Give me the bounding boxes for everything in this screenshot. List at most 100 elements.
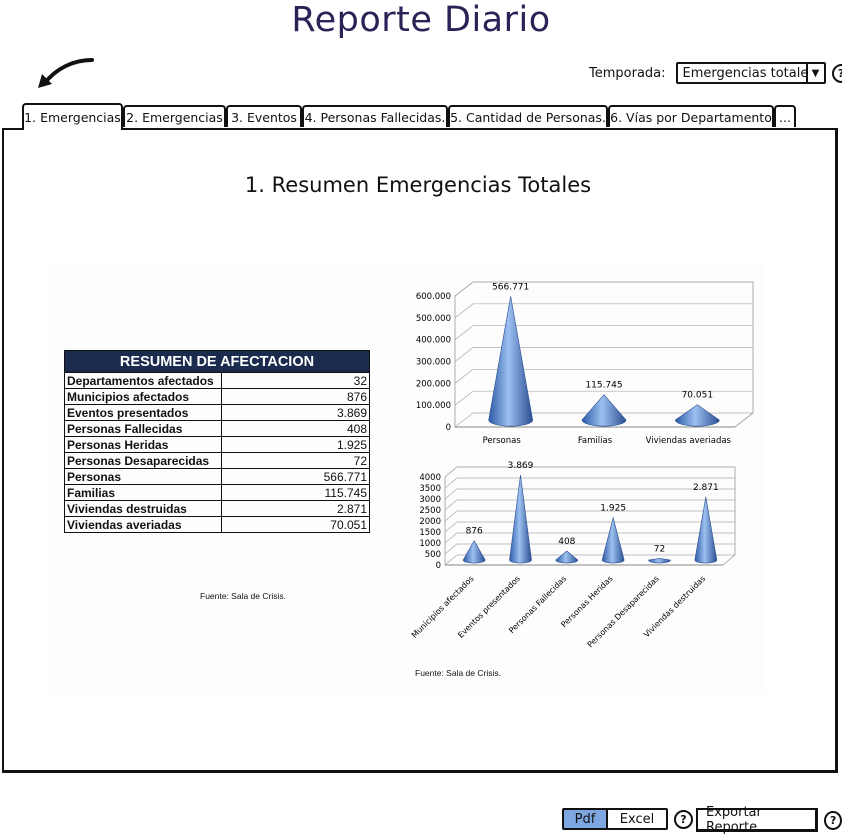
help-icon[interactable]: ? [824,810,842,830]
help-icon[interactable]: ? [831,63,842,83]
row-value: 1.925 [221,436,370,453]
gridline [454,368,753,384]
x-tick-label: Familias [578,436,613,446]
export-report-button[interactable]: Exportar Reporte [696,805,819,835]
tab-emergencias-1[interactable]: 1. Emergencias [22,103,123,130]
gridline [444,554,735,566]
chart-frame [444,466,736,566]
table-row: Personas Fallecidas 408 [64,420,370,437]
cone-mark [694,496,718,564]
row-value: 876 [221,388,370,405]
y-tick-label: 300.000 [416,358,451,368]
row-value: 115.745 [221,484,370,501]
gridline [454,303,753,319]
table-row: Familias 115.745 [64,484,370,501]
gridline [454,281,753,297]
gridline [444,521,735,533]
y-tick-label: 500 [425,550,441,560]
season-filter: Temporada: Emergencias totales ▼ ? [589,62,842,84]
cone-chart-events: 05001000150020002500300035004000876Munic… [410,461,736,649]
row-label: Viviendas destruidas [64,500,222,517]
cone-mark [462,540,486,564]
data-label: 72 [654,544,665,554]
row-value: 70.051 [221,516,370,533]
gridline [444,499,735,511]
table-row: Eventos presentados 3.869 [64,404,370,421]
y-tick-label: 1000 [419,539,441,549]
row-label: Personas [64,468,222,485]
tab-emergencias-2[interactable]: 2. Emergencias [123,105,226,127]
excel-button[interactable]: Excel [619,811,655,827]
cone-mark [488,296,533,427]
y-tick-label: 2000 [419,517,441,527]
tab-more[interactable]: ... [774,105,796,127]
cone-chart-population: 0 100.000 200.000 300.000 400.000 500.000 600.… [416,281,754,446]
gridline [454,412,753,428]
chevron-down-icon[interactable]: ▼ [805,64,824,82]
data-label: 70.051 [682,391,714,401]
y-tick-label: 100.000 [416,401,451,411]
cone-mark [601,516,625,564]
data-label: 408 [558,537,575,547]
season-select[interactable]: Emergencias totales ▼ [675,62,826,84]
row-label: Municipios afectados [64,388,222,405]
season-select-value: Emergencias totales [682,65,806,81]
gridline [444,477,735,489]
y-tick-label: 4000 [419,473,441,483]
table-source-note: Fuente: Sala de Crisis. [200,591,286,601]
cone-mark [675,404,720,427]
tab-cantidad-personas[interactable]: 5. Cantidad de Personas. [448,105,608,127]
cone-mark [509,474,532,564]
table-row: Personas Desaparecidas 72 [64,452,370,469]
y-tick-label: 600.000 [416,292,451,302]
summary-table-header: RESUMEN DE AFECTACION [64,350,370,373]
page-title: Reporte Diario [291,0,551,40]
panel-title: 1. Resumen Emergencias Totales [244,173,592,197]
row-value: 3.869 [221,404,370,421]
cone-mark [648,558,671,564]
y-tick-label: 1500 [419,528,441,538]
format-toggle: Pdf Excel [562,808,668,830]
row-label: Personas Desaparecidas [64,452,222,469]
data-label: 876 [466,527,483,537]
gridline [444,543,735,555]
gridline [444,466,735,478]
y-tick-label: 200.000 [416,379,451,389]
help-icon[interactable]: ? [674,809,693,829]
table-row: Personas Heridas 1.925 [64,436,370,453]
export-group: Exportar Reporte ? [696,805,842,835]
chart-source-note: Fuente: Sala de Crisis. [415,668,501,678]
data-label: 1.925 [600,504,626,514]
row-label: Familias [64,484,222,501]
data-label: 2.871 [693,483,719,493]
x-tick-label: Viviendas averiadas [646,436,732,446]
table-row: Viviendas averiadas 70.051 [64,516,370,533]
tab-personas-fallecidas[interactable]: 4. Personas Fallecidas. [302,105,448,127]
pdf-button[interactable]: Pdf [564,810,608,828]
row-value: 2.871 [221,500,370,517]
summary-table: RESUMEN DE AFECTACION Departamentos afec… [64,350,370,533]
table-row: Viviendas destruidas 2.871 [64,500,370,517]
y-tick-label: 3000 [419,495,441,505]
y-tick-label: 0 [446,423,451,433]
gridline [444,532,735,544]
y-tick-label: 2500 [419,506,441,516]
gridline [454,325,753,340]
row-label: Eventos presentados [64,404,222,421]
data-label: 3.869 [508,461,534,471]
row-label: Departamentos afectados [64,372,222,389]
row-value: 566.771 [221,468,370,485]
gridline [454,347,753,362]
tab-vias-departamento[interactable]: 6. Vías por Departamento [608,105,774,127]
row-label: Personas Heridas [64,436,222,453]
tab-eventos[interactable]: 3. Eventos [226,105,302,127]
back-arrow-icon[interactable] [34,54,98,94]
x-tick-label: Personas [483,436,522,446]
cone-mark [555,550,579,564]
row-value: 72 [221,452,370,469]
y-tick-label: 0 [436,561,441,571]
y-tick-label: 500.000 [416,314,451,324]
y-tick-label: 400.000 [416,336,451,346]
tab-bar: 1. Emergencias 2. Emergencias 3. Eventos… [22,103,822,130]
gridline [454,390,753,406]
